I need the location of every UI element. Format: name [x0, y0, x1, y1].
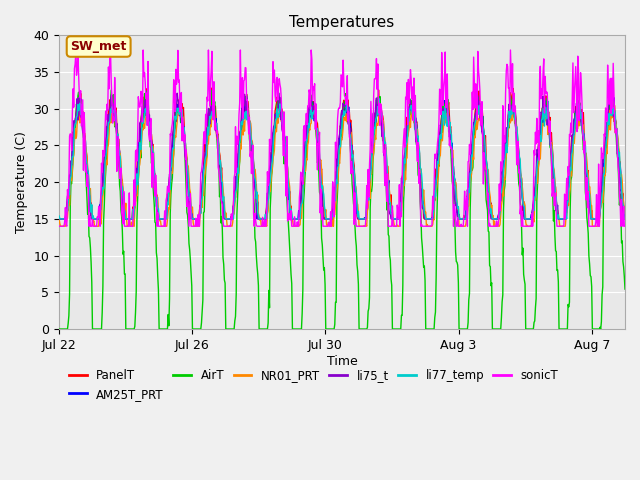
Title: Temperatures: Temperatures: [289, 15, 395, 30]
X-axis label: Time: Time: [326, 355, 358, 368]
Text: SW_met: SW_met: [70, 40, 127, 53]
Y-axis label: Temperature (C): Temperature (C): [15, 131, 28, 233]
Legend: PanelT, AM25T_PRT, AirT, NR01_PRT, li75_t, li77_temp, sonicT: PanelT, AM25T_PRT, AirT, NR01_PRT, li75_…: [65, 364, 563, 405]
